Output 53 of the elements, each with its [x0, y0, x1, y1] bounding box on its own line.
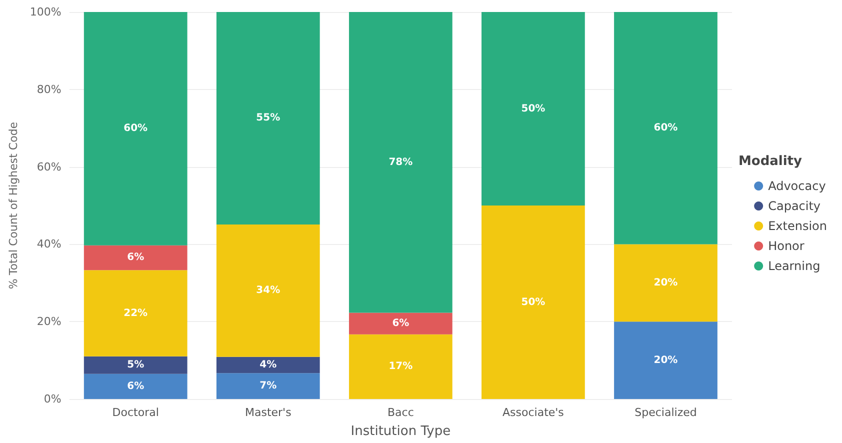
y-axis-title: % Total Count of Highest Code — [7, 122, 20, 290]
data-label: 60% — [124, 123, 148, 134]
x-tick-label: Bacc — [387, 406, 414, 419]
data-label: 6% — [127, 252, 144, 264]
data-label: 50% — [521, 103, 546, 114]
bar — [348, 334, 452, 399]
bar — [84, 356, 188, 374]
x-tick-label: Associate's — [502, 406, 564, 419]
bar — [216, 12, 320, 224]
data-label: 6% — [127, 380, 144, 392]
bar — [84, 12, 188, 246]
data-label: 20% — [654, 354, 678, 366]
bar — [614, 322, 718, 399]
legend-label: Extension — [768, 219, 828, 233]
bar — [84, 270, 188, 356]
bar — [614, 244, 718, 322]
data-label: 34% — [256, 285, 280, 296]
bar — [216, 356, 320, 374]
data-label: 5% — [127, 360, 144, 371]
y-tick-label: 100% — [30, 6, 62, 18]
x-axis-title: Institution Type — [350, 424, 451, 439]
x-tick-label: Doctoral — [112, 406, 159, 419]
legend-label: Advocacy — [768, 179, 826, 193]
bar — [216, 224, 320, 357]
bar — [614, 12, 718, 244]
data-label: 55% — [256, 112, 280, 124]
x-tick-label: Specialized — [634, 406, 697, 419]
data-label: 22% — [124, 308, 148, 319]
data-label: 50% — [521, 296, 546, 308]
data-label: 7% — [260, 380, 277, 392]
legend-label: Learning — [768, 259, 820, 273]
data-label: 60% — [654, 122, 678, 134]
data-label: 6% — [392, 318, 410, 330]
data-label: 78% — [388, 156, 413, 168]
bar — [482, 206, 585, 399]
y-tick-label: 80% — [36, 82, 62, 96]
legend-label: Capacity — [768, 199, 821, 213]
legend-label: Honor — [768, 239, 804, 253]
bar — [482, 12, 585, 206]
data-label: 17% — [388, 361, 413, 372]
y-tick-label: 0% — [44, 392, 62, 406]
y-tick-label: 40% — [36, 238, 62, 251]
legend-title: Modality — [738, 154, 803, 169]
bar — [84, 245, 188, 270]
bar — [216, 373, 320, 399]
y-tick-label: 20% — [36, 315, 62, 328]
bar — [84, 374, 188, 399]
data-label: 4% — [260, 359, 277, 370]
y-tick-label: 60% — [36, 160, 62, 174]
data-label: 20% — [654, 277, 678, 288]
x-tick-label: Master's — [244, 406, 292, 419]
bar — [348, 12, 452, 313]
bar — [348, 312, 452, 334]
